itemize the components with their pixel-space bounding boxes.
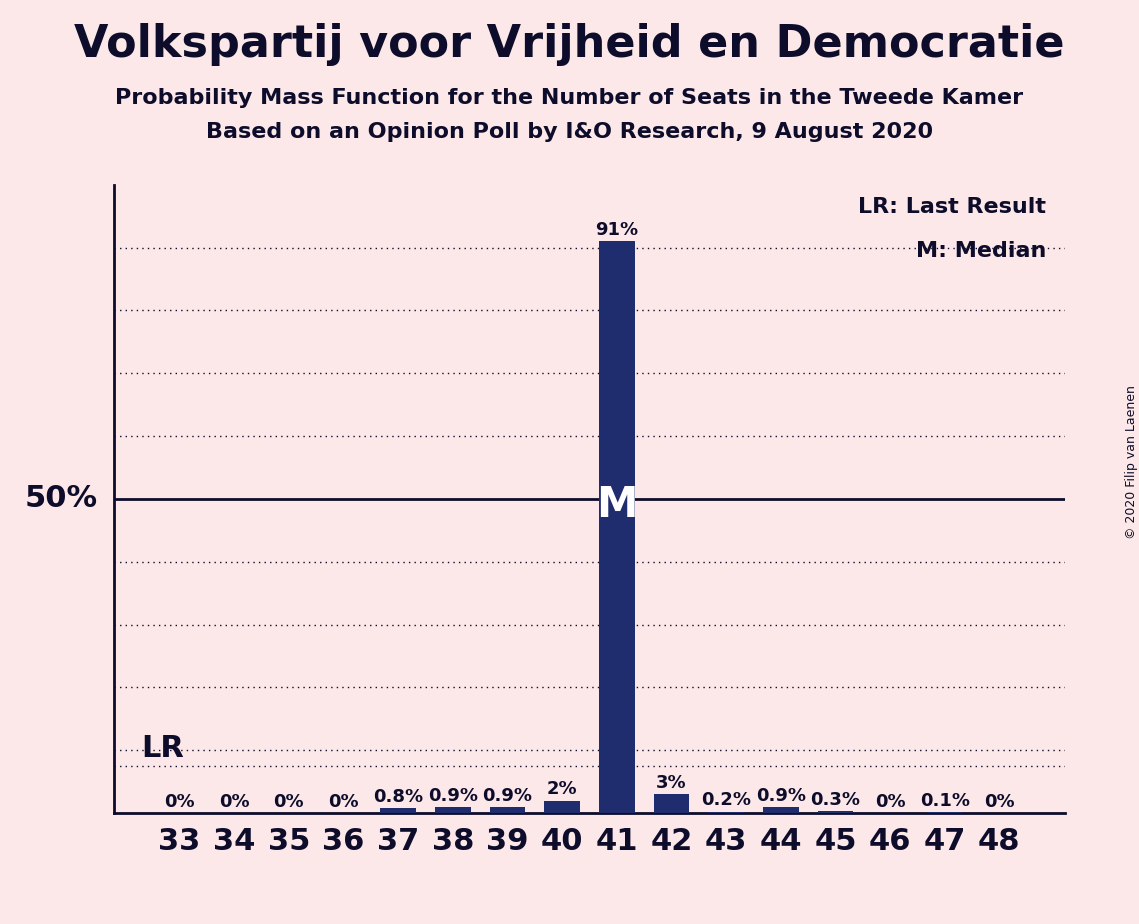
Text: 3%: 3% <box>656 773 687 792</box>
Text: 0.9%: 0.9% <box>483 787 532 805</box>
Bar <box>654 795 689 813</box>
Text: LR: Last Result: LR: Last Result <box>858 198 1046 217</box>
Text: Based on an Opinion Poll by I&O Research, 9 August 2020: Based on an Opinion Poll by I&O Research… <box>206 122 933 142</box>
Bar <box>599 241 634 813</box>
Text: 0.8%: 0.8% <box>374 787 424 806</box>
Text: 0%: 0% <box>328 793 359 810</box>
Text: 91%: 91% <box>596 221 638 238</box>
Text: 0.1%: 0.1% <box>919 792 969 810</box>
Text: M: Median: M: Median <box>916 241 1046 261</box>
Text: 0.3%: 0.3% <box>810 791 860 808</box>
Bar <box>490 808 525 813</box>
Text: 0.9%: 0.9% <box>756 787 805 805</box>
Text: © 2020 Filip van Laenen: © 2020 Filip van Laenen <box>1124 385 1138 539</box>
Bar <box>708 812 744 813</box>
Text: 50%: 50% <box>24 484 98 514</box>
Text: 2%: 2% <box>547 780 577 798</box>
Bar <box>435 808 470 813</box>
Bar <box>544 800 580 813</box>
Text: 0%: 0% <box>164 793 195 810</box>
Text: LR: LR <box>141 734 185 763</box>
Bar <box>380 808 416 813</box>
Text: Volkspartij voor Vrijheid en Democratie: Volkspartij voor Vrijheid en Democratie <box>74 23 1065 67</box>
Text: 0%: 0% <box>875 793 906 810</box>
Text: Probability Mass Function for the Number of Seats in the Tweede Kamer: Probability Mass Function for the Number… <box>115 88 1024 108</box>
Text: 0%: 0% <box>984 793 1015 810</box>
Text: 0.2%: 0.2% <box>702 791 751 809</box>
Text: 0%: 0% <box>273 793 304 810</box>
Text: M: M <box>596 484 638 527</box>
Text: 0.9%: 0.9% <box>428 787 477 805</box>
Text: 0%: 0% <box>219 793 249 810</box>
Bar <box>818 811 853 813</box>
Bar <box>763 808 798 813</box>
